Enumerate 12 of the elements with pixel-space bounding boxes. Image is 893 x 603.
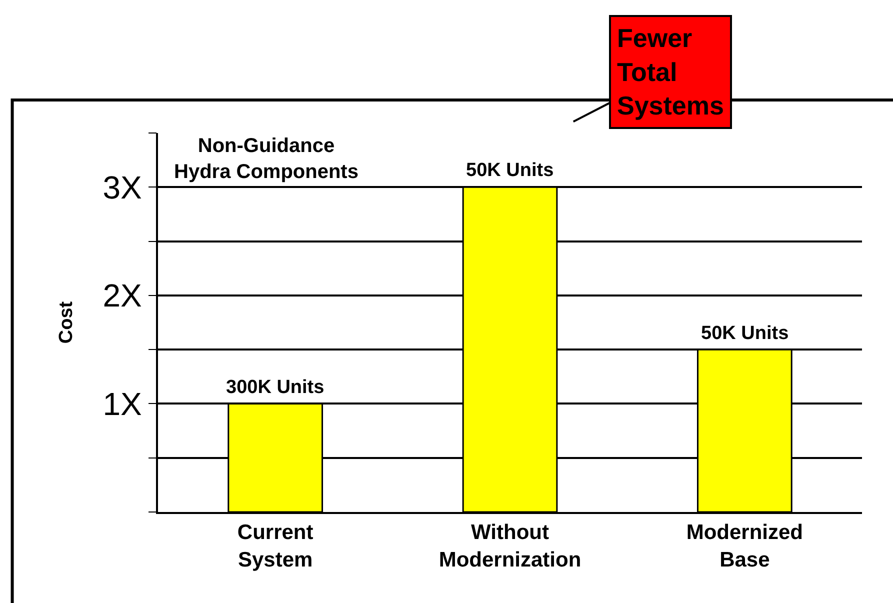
y-tick-label: 3X: [102, 169, 142, 206]
x-tick-label: Current System: [237, 520, 314, 572]
annotation: 50K Units: [701, 323, 789, 344]
y-axis-title: Cost: [56, 300, 78, 344]
text: Fewer Total Systems: [617, 23, 724, 121]
x-tick-label: Modernized Base: [686, 520, 804, 572]
x-tick-label: Without Modernization: [438, 520, 582, 572]
y-tick-label: 2X: [102, 278, 142, 314]
annotation: Non-Guidance Hydra Components: [174, 135, 358, 183]
annotation: 50K Units: [466, 160, 554, 181]
annotation: 300K Units: [226, 377, 324, 398]
y-tick-label: 1X: [102, 386, 142, 422]
